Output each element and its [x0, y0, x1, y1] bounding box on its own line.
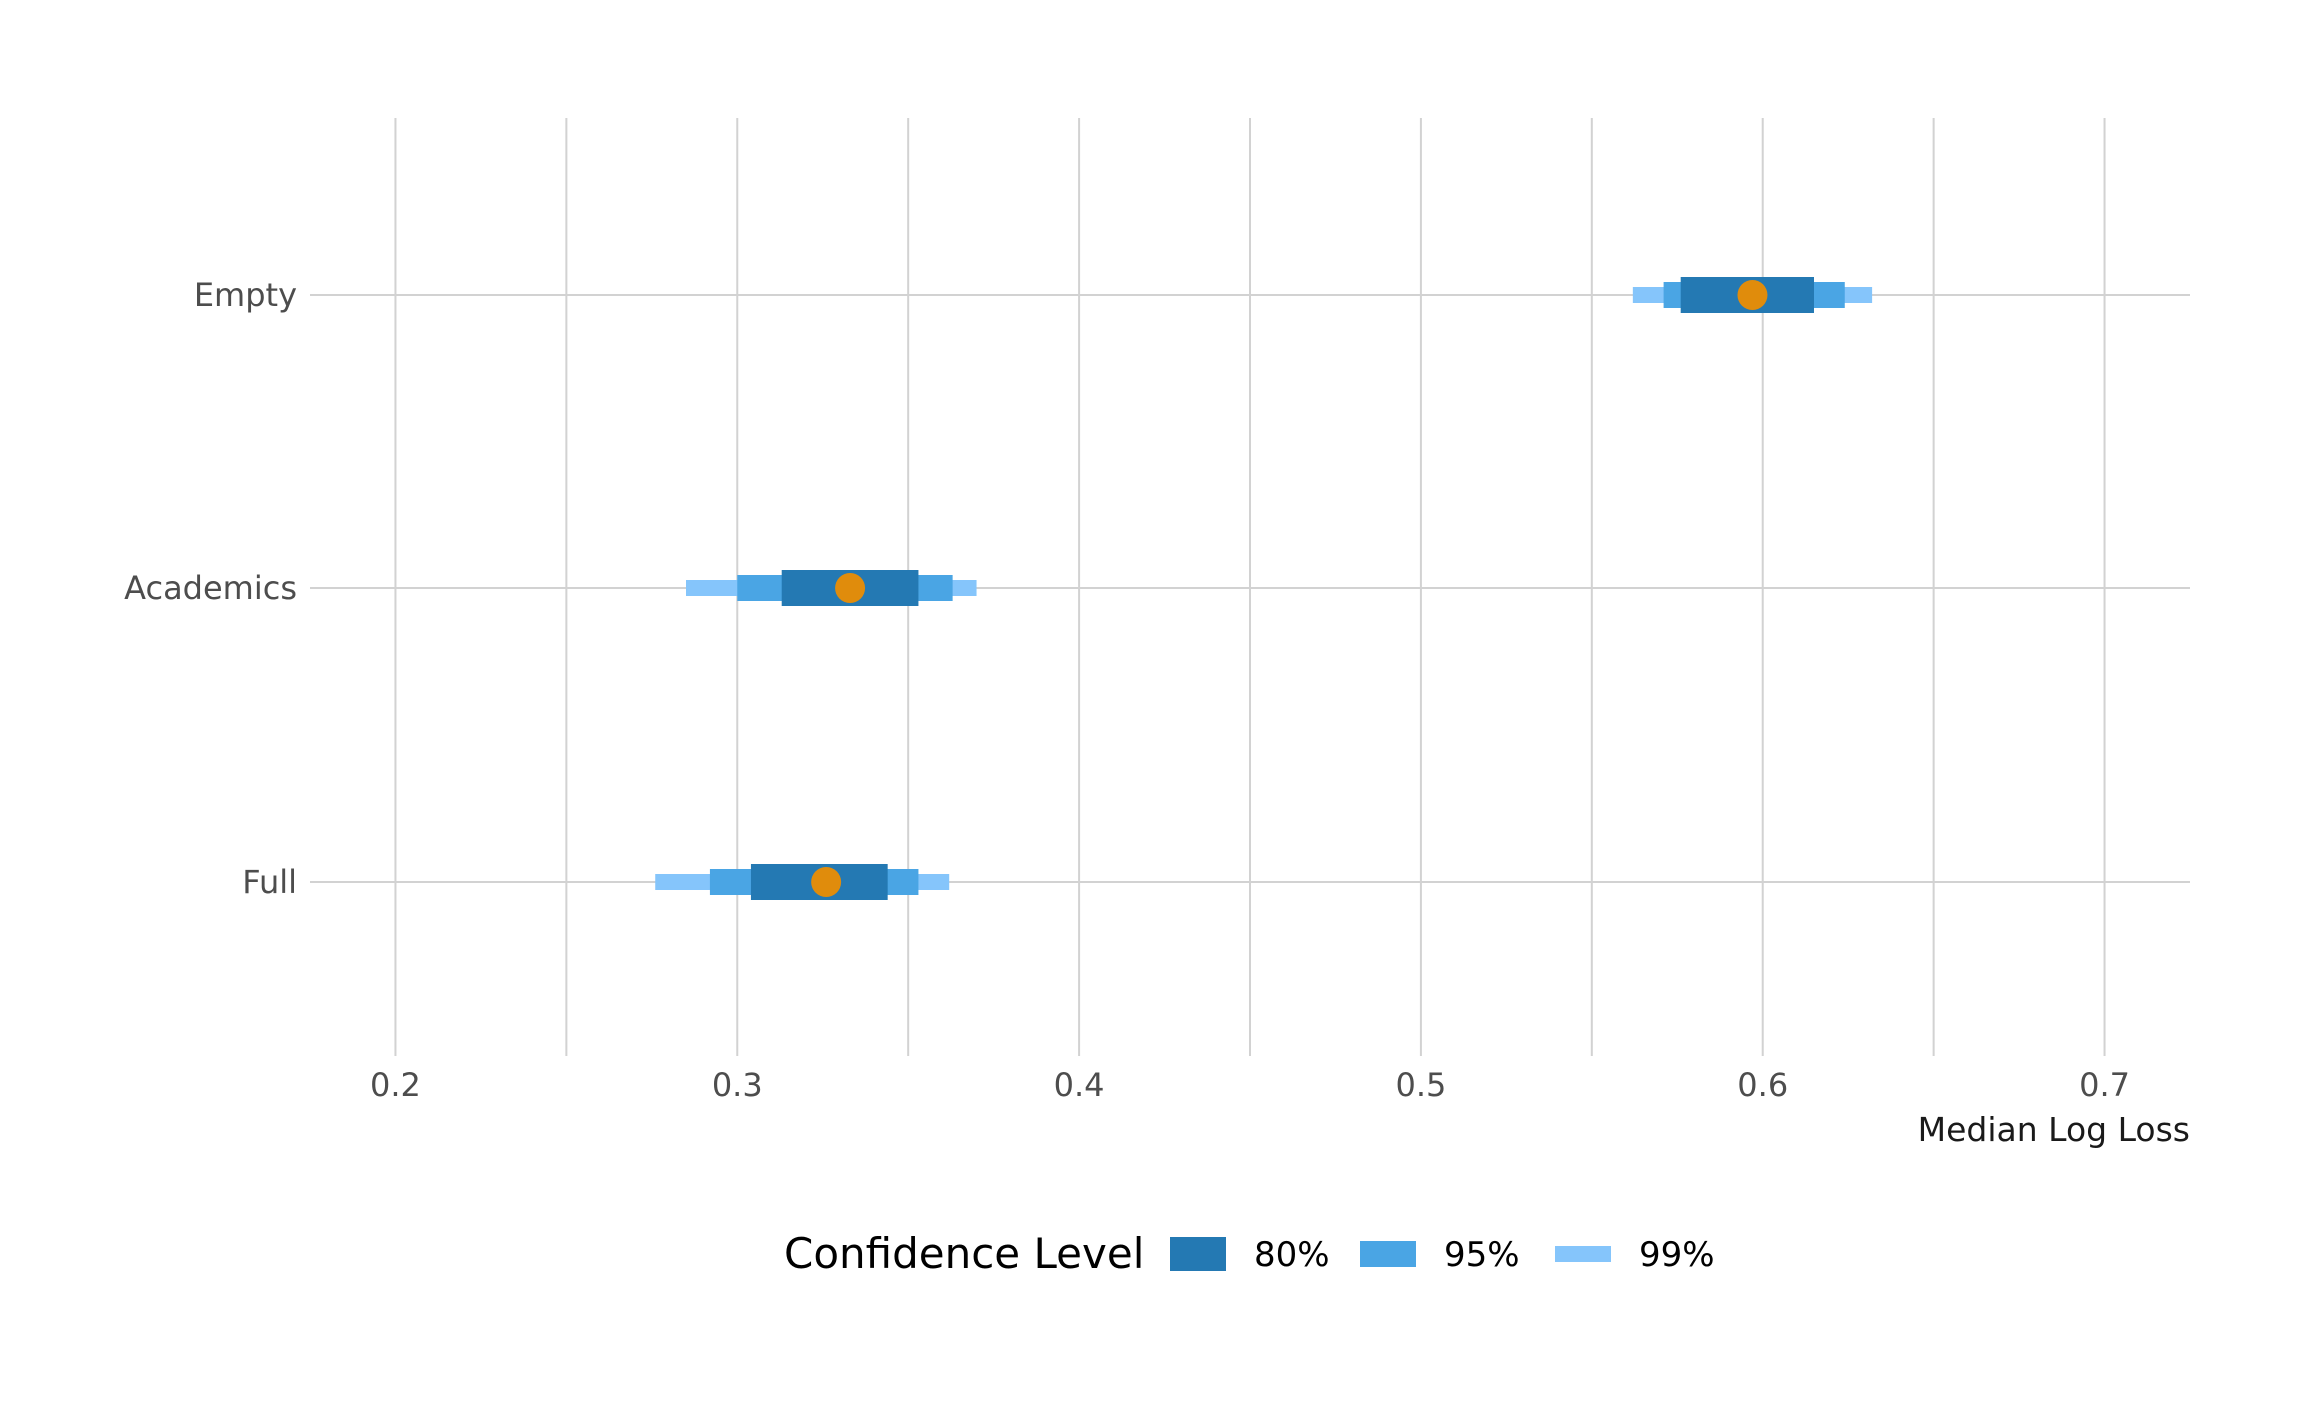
legend-key-80	[1170, 1237, 1226, 1271]
x-tick-label: 0.4	[1054, 1066, 1105, 1104]
legend-label: 99%	[1639, 1235, 1715, 1275]
legend-title: Confidence Level	[784, 1229, 1144, 1278]
grid-layer	[310, 118, 2190, 1056]
x-tick-label: 0.3	[712, 1066, 763, 1104]
legend: Confidence Level 80% 95% 99%	[784, 1229, 1715, 1278]
legend-label: 95%	[1444, 1235, 1520, 1275]
x-axis-labels: 0.2 0.3 0.4 0.5 0.6 0.7	[370, 1066, 2130, 1104]
x-tick-label: 0.5	[1395, 1066, 1446, 1104]
x-tick-label: 0.6	[1737, 1066, 1788, 1104]
y-tick-label: Academics	[124, 569, 297, 607]
x-tick-label: 0.2	[370, 1066, 421, 1104]
x-tick-label: 0.7	[2079, 1066, 2130, 1104]
legend-key-95	[1360, 1241, 1416, 1267]
y-tick-label: Empty	[194, 276, 297, 314]
y-tick-label: Full	[242, 863, 297, 901]
y-axis-labels: Empty Academics Full	[124, 276, 297, 901]
interval-marks	[655, 277, 1873, 900]
median-point-academics	[835, 573, 866, 603]
median-point-full	[811, 867, 842, 897]
legend-key-99	[1555, 1246, 1611, 1262]
median-point-empty	[1737, 280, 1768, 310]
x-axis-title: Median Log Loss	[1918, 1110, 2190, 1149]
legend-label: 80%	[1254, 1235, 1330, 1275]
